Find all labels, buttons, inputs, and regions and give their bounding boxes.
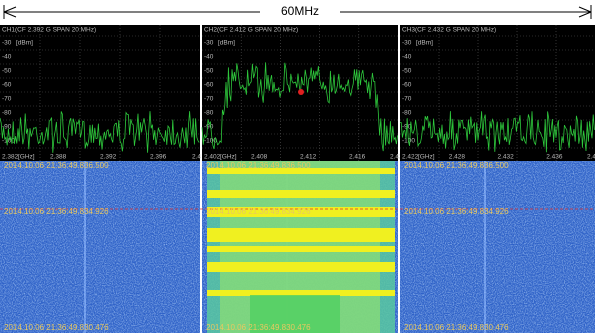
y-label: -100 [2, 138, 15, 145]
x-label: 2.44 [587, 154, 595, 161]
y-label: -40 [204, 54, 214, 61]
timestamp: 2014.10.06 21:36:49.834.926 [4, 207, 109, 216]
waterfall-noise [400, 161, 595, 333]
timestamp: 2014.10.06 21:36:49.836.500 [4, 161, 109, 170]
signal-band [207, 228, 395, 242]
x-label: 2.428 [449, 154, 466, 161]
timestamp: 2014.10.06 21:36:49.836.500 [404, 161, 509, 170]
signal-band [207, 207, 395, 217]
y-label: -70 [402, 96, 412, 103]
y-label: -30 [204, 40, 214, 47]
x-label: 2.392 [100, 154, 117, 161]
y-label: -40 [2, 54, 12, 61]
x-label: 2.408 [251, 154, 268, 161]
x-label: [GHz] [418, 154, 435, 161]
y-label: -80 [402, 110, 412, 117]
signal-band [207, 190, 395, 198]
x-label: 2.396 [150, 154, 167, 161]
x-label: 2.412 [300, 154, 317, 161]
timestamp: 2014.10.06 21:36:49.834.926 [206, 207, 311, 216]
y-label: -70 [2, 96, 12, 103]
y-label: -50 [402, 68, 412, 75]
timestamp: 2014.10.06 21:36:49.830.476 [404, 323, 509, 332]
span-arrow-head [3, 5, 592, 19]
x-label: 2.4 [192, 154, 201, 161]
timestamp: 2014.10.06 21:36:49.830.476 [206, 323, 311, 332]
waterfall-noise [0, 161, 200, 333]
header: CH2(CF 2.412 G SPAN 20 MHz) [204, 27, 298, 34]
y-label: -40 [402, 54, 412, 61]
x-label: [GHz] [220, 154, 237, 161]
spectrum-bg [0, 25, 200, 161]
y-label: -100 [204, 138, 217, 145]
y-label: -80 [204, 110, 214, 117]
y-label: -80 [2, 110, 12, 117]
timestamp: 2014.10.06 21:36:49.830.476 [4, 323, 109, 332]
span-label: 60MHz [281, 4, 319, 18]
y-label: -50 [2, 68, 12, 75]
x-label: 2.42 [390, 154, 403, 161]
signal-band [207, 262, 395, 272]
timestamp: 2014.10.06 21:36:49.834.926 [404, 207, 509, 216]
unit: [dBm] [416, 40, 433, 47]
y-label: -90 [2, 124, 12, 131]
x-label: 2.422 [402, 154, 419, 161]
peak-marker [298, 89, 304, 95]
header: CH1(CF 2.392 G SPAN 20 MHz) [2, 27, 96, 34]
trace [0, 111, 200, 153]
y-label: -90 [204, 124, 214, 131]
x-label: 2.402 [204, 154, 221, 161]
signal-band [207, 290, 395, 296]
y-label: -70 [204, 96, 214, 103]
x-label: 2.416 [349, 154, 366, 161]
y-label: -60 [402, 82, 412, 89]
x-label: [GHz] [18, 154, 35, 161]
x-label: 2.382 [2, 154, 19, 161]
unit: [dBm] [16, 40, 33, 47]
unit: [dBm] [218, 40, 235, 47]
header: CH3(CF 2.432 G SPAN 20 MHz) [402, 27, 496, 34]
y-label: -60 [2, 82, 12, 89]
x-label: 2.432 [498, 154, 515, 161]
y-label: -60 [204, 82, 214, 89]
y-label: -50 [204, 68, 214, 75]
x-label: 2.388 [50, 154, 67, 161]
timestamp: 2014.10.06 21:36:49.836.500 [206, 161, 311, 170]
signal-band [207, 246, 395, 252]
x-label: 2.436 [546, 154, 563, 161]
signal-band [207, 168, 395, 174]
y-label: -30 [2, 40, 12, 47]
y-label: -30 [402, 40, 412, 47]
signal-bottom [250, 295, 340, 333]
trace [400, 111, 595, 153]
